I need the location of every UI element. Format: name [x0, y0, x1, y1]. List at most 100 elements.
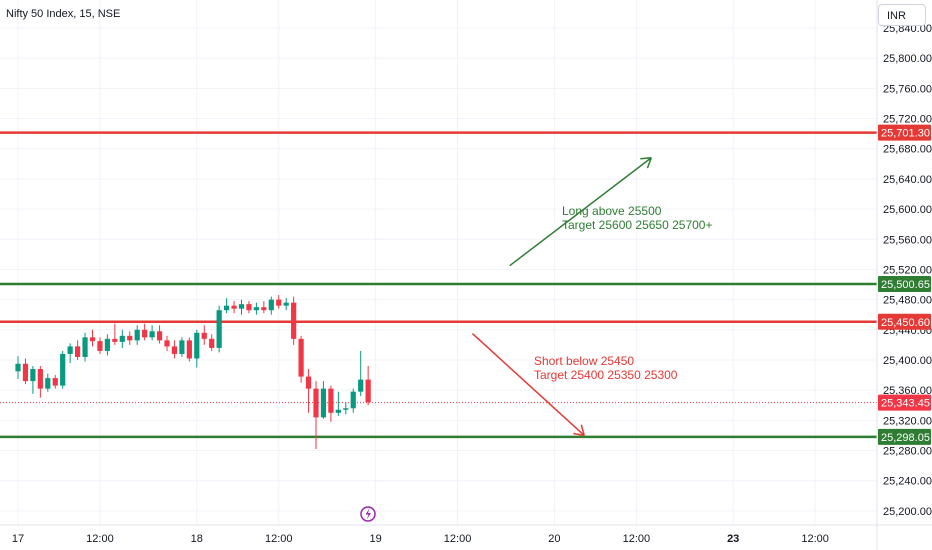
price-tick-label: 25,840.00: [883, 23, 932, 35]
candle: [119, 329, 125, 348]
long-note-line: Target 25600 25650 25700+: [562, 218, 712, 232]
candle-body: [201, 332, 207, 339]
candle-body: [37, 369, 43, 389]
candle: [179, 337, 185, 357]
candle-body: [82, 337, 88, 357]
candle: [283, 298, 289, 311]
candle: [30, 366, 36, 394]
candle: [209, 334, 215, 351]
candle: [171, 340, 178, 359]
short-arrow[interactable]: [471, 333, 585, 437]
candle-body: [75, 346, 81, 357]
candle-body: [164, 340, 170, 347]
candle-body: [253, 307, 259, 311]
price-axis[interactable]: 25,200.00 25,240.00 25,280.00 25,320.00 25,3…: [876, 0, 932, 550]
price-tick-label: 25,280.00: [883, 446, 932, 458]
candle: [335, 391, 341, 416]
level-price-badge: [878, 124, 931, 141]
time-axis[interactable]: 17 12:00 18 12:00 19 12:00 20 12:00 23 12:00: [0, 524, 932, 545]
candle-body: [15, 363, 21, 372]
candle: [112, 323, 118, 345]
candle-body: [283, 302, 289, 306]
candle-body: [216, 310, 222, 348]
candle-body: [246, 304, 252, 311]
price-tick-label: 25,200.00: [883, 506, 932, 518]
event-marker[interactable]: [360, 506, 376, 522]
candle: [328, 385, 334, 422]
long-arrow[interactable]: [509, 157, 652, 267]
candle: [127, 331, 133, 345]
price-tick-label: 25,600.00: [883, 204, 932, 216]
candle: [320, 381, 327, 419]
candle-body: [276, 299, 282, 306]
candle-body: [156, 331, 163, 341]
price-tick-label: 25,560.00: [883, 234, 932, 246]
candle-body: [104, 338, 110, 351]
candle-body: [328, 388, 334, 413]
level-price-label: 25,450.60: [881, 317, 930, 329]
candle: [358, 350, 364, 397]
candle-body: [186, 340, 192, 359]
candle-body: [52, 378, 58, 386]
candle: [224, 298, 230, 314]
time-tick-label: 20: [548, 533, 560, 545]
candle-body: [313, 388, 319, 418]
price-tick-label: 25,360.00: [883, 385, 932, 397]
price-tick-label: 25,800.00: [883, 53, 932, 65]
time-tick-label: 18: [191, 533, 203, 545]
candle-body: [60, 353, 66, 386]
currency-selector[interactable]: INR: [878, 4, 926, 26]
time-tick-label: 12:00: [86, 533, 114, 545]
candle-body: [179, 340, 185, 354]
candle-body: [335, 409, 341, 413]
candle: [97, 337, 103, 354]
long-note-line: Long above 25500: [562, 204, 662, 218]
last-price-label: 25,343.45: [881, 398, 930, 410]
candle: [276, 295, 282, 309]
arrow-head: [580, 424, 585, 436]
level-price-label: 25,701.30: [881, 128, 930, 140]
candle: [201, 325, 207, 345]
candlesticks: [15, 295, 371, 450]
candle-body: [350, 391, 356, 409]
candle: [313, 381, 319, 450]
candle-body: [97, 341, 103, 351]
arrow-head: [640, 157, 652, 160]
candle: [45, 373, 51, 392]
level-price-badge: [878, 276, 931, 293]
candle-body: [320, 388, 327, 418]
candle-body: [134, 329, 140, 341]
candle-body: [89, 337, 96, 342]
candle-body: [112, 338, 118, 342]
candle-body: [142, 329, 148, 338]
level-price-badge: [878, 428, 931, 445]
last-price-badge: [878, 394, 931, 411]
candle: [350, 388, 356, 413]
candle-body: [298, 338, 304, 377]
candle: [194, 329, 200, 368]
level-price-label: 25,500.65: [881, 279, 930, 291]
price-tick-label: 25,240.00: [883, 476, 932, 488]
candle: [149, 325, 155, 341]
candle: [104, 334, 110, 356]
candle-body: [358, 379, 364, 392]
candle-body: [127, 335, 133, 341]
price-tick-label: 25,320.00: [883, 415, 932, 427]
time-tick-label: 17: [12, 533, 24, 545]
candle-body: [365, 379, 371, 403]
candle: [238, 299, 245, 315]
candle-body: [224, 305, 230, 311]
candle: [305, 369, 312, 413]
price-tick-label: 25,480.00: [883, 295, 932, 307]
short-note-line: Target 25400 25350 25300: [534, 368, 678, 382]
candle-body: [149, 331, 155, 338]
candle: [261, 301, 267, 314]
trade-arrows: [471, 157, 652, 437]
candle: [246, 301, 252, 314]
short-note-line: Short below 25450: [534, 354, 634, 368]
price-tick-label: 25,680.00: [883, 144, 932, 156]
candle: [75, 340, 81, 360]
arrow-head: [646, 157, 652, 169]
